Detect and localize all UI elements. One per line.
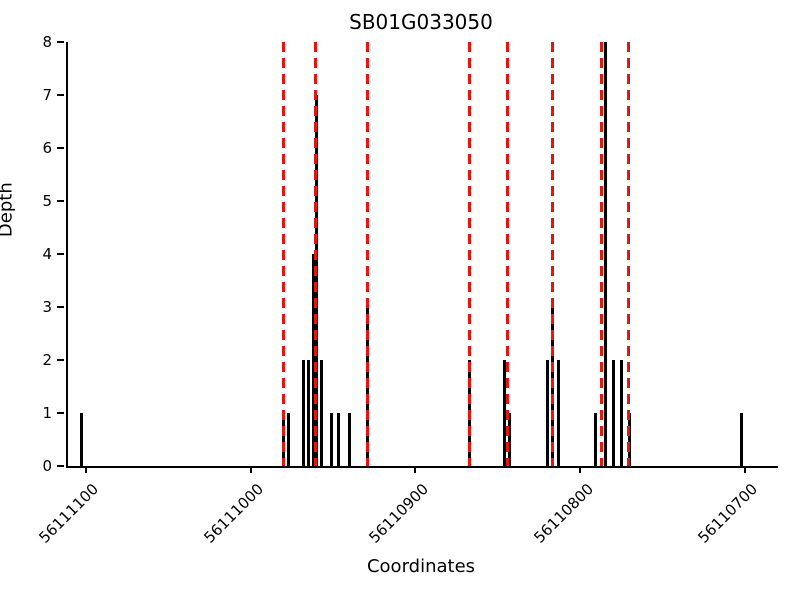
y-tick-mark: [57, 306, 64, 308]
coverage-bar: [287, 413, 291, 466]
y-tick-label: 5: [42, 192, 52, 210]
y-tick-mark: [57, 94, 64, 96]
x-tick-mark: [84, 466, 87, 473]
y-tick-mark: [57, 412, 64, 414]
x-axis-label: Coordinates: [366, 556, 476, 577]
coverage-bar: [628, 413, 632, 466]
x-tick-mark: [743, 466, 746, 473]
coverage-bar: [307, 360, 310, 466]
coverage-bar: [611, 360, 615, 466]
coverage-bar: [330, 413, 334, 466]
marker-dashed-line: [282, 42, 286, 466]
marker-dashed-line: [550, 42, 554, 466]
plot-area: [66, 42, 778, 468]
x-tick-mark: [578, 466, 581, 473]
coverage-bar: [336, 413, 340, 466]
y-axis-label: Depth: [0, 182, 17, 238]
coverage-bar: [302, 360, 306, 466]
coverage-bar: [620, 360, 623, 466]
marker-dashed-line: [600, 42, 604, 466]
marker-dashed-line: [468, 42, 472, 466]
y-tick-label: 6: [42, 139, 52, 157]
x-tick-mark: [414, 466, 417, 473]
y-tick-label: 4: [42, 245, 52, 263]
coverage-bar: [348, 413, 352, 466]
y-tick-label: 1: [42, 404, 52, 422]
y-tick-label: 3: [42, 298, 52, 316]
coverage-bar: [545, 360, 549, 466]
y-tick-label: 0: [42, 457, 52, 475]
coverage-bar: [740, 413, 744, 466]
y-tick-mark: [57, 359, 64, 361]
y-tick-label: 8: [42, 33, 52, 51]
coverage-bar: [603, 42, 607, 466]
y-tick-mark: [57, 147, 64, 149]
y-tick-label: 7: [42, 86, 52, 104]
marker-dashed-line: [313, 42, 317, 466]
coverage-bar: [503, 360, 507, 466]
marker-dashed-line: [626, 42, 630, 466]
marker-dashed-line: [366, 42, 370, 466]
y-tick-mark: [57, 465, 64, 467]
y-tick-mark: [57, 41, 64, 43]
marker-dashed-line: [506, 42, 510, 466]
coverage-bar: [593, 413, 597, 466]
coverage-bar: [79, 413, 83, 466]
coverage-bar: [311, 254, 315, 466]
coverage-bar: [315, 95, 319, 466]
y-tick-label: 2: [42, 351, 52, 369]
chart-title: SB01G033050: [349, 10, 493, 34]
coverage-bar: [320, 360, 324, 466]
x-tick-mark: [249, 466, 252, 473]
y-tick-mark: [57, 253, 64, 255]
coverage-bar: [507, 413, 511, 466]
y-tick-mark: [57, 200, 64, 202]
coverage-bar: [557, 360, 561, 466]
